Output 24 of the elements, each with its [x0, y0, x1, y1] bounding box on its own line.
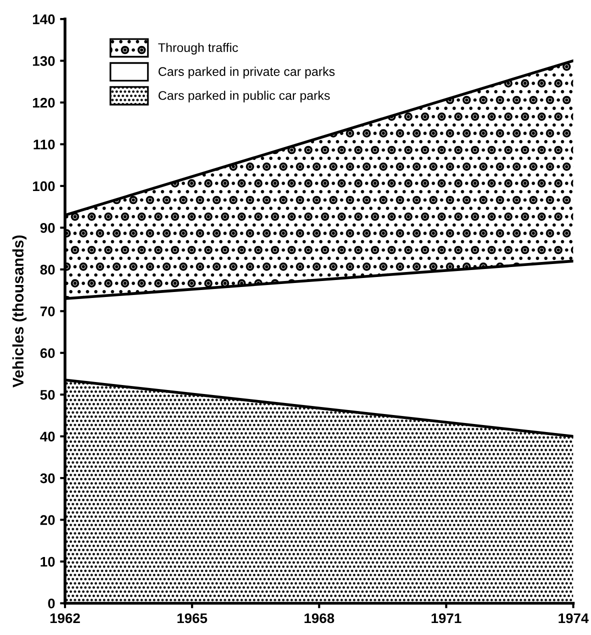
- y-tick-label: 20: [40, 515, 55, 525]
- y-axis-title: Vehicles (thousands): [12, 235, 27, 388]
- x-tick-label: 1962: [50, 613, 80, 624]
- y-tick-label: 10: [40, 556, 55, 567]
- y-tick-label: 30: [40, 473, 55, 484]
- x-tick-label: 1968: [304, 613, 334, 624]
- y-tick-label: 50: [40, 390, 55, 400]
- y-tick-label: 40: [40, 432, 55, 442]
- x-tick-label: 1965: [178, 613, 208, 624]
- y-tick-label: 90: [40, 223, 55, 233]
- y-tick-label: 110: [34, 140, 55, 150]
- legend-label: Through traffic: [158, 42, 238, 55]
- y-tick-label: 60: [40, 348, 55, 358]
- y-tick-label: 100: [32, 181, 55, 192]
- y-tick-label: 140: [32, 14, 55, 24]
- y-tick-label: 80: [40, 264, 55, 275]
- x-tick-label: 1974: [558, 613, 589, 624]
- legend-label: Cars parked in private car parks: [158, 66, 335, 78]
- y-tick-label: 0: [48, 598, 55, 608]
- legend-label: Cars parked in public car parks: [158, 90, 330, 102]
- y-tick-label: 120: [32, 98, 55, 108]
- y-tick-label: 130: [32, 56, 55, 66]
- y-tick-label: 70: [40, 306, 55, 316]
- x-tick-label: 1971: [432, 613, 462, 624]
